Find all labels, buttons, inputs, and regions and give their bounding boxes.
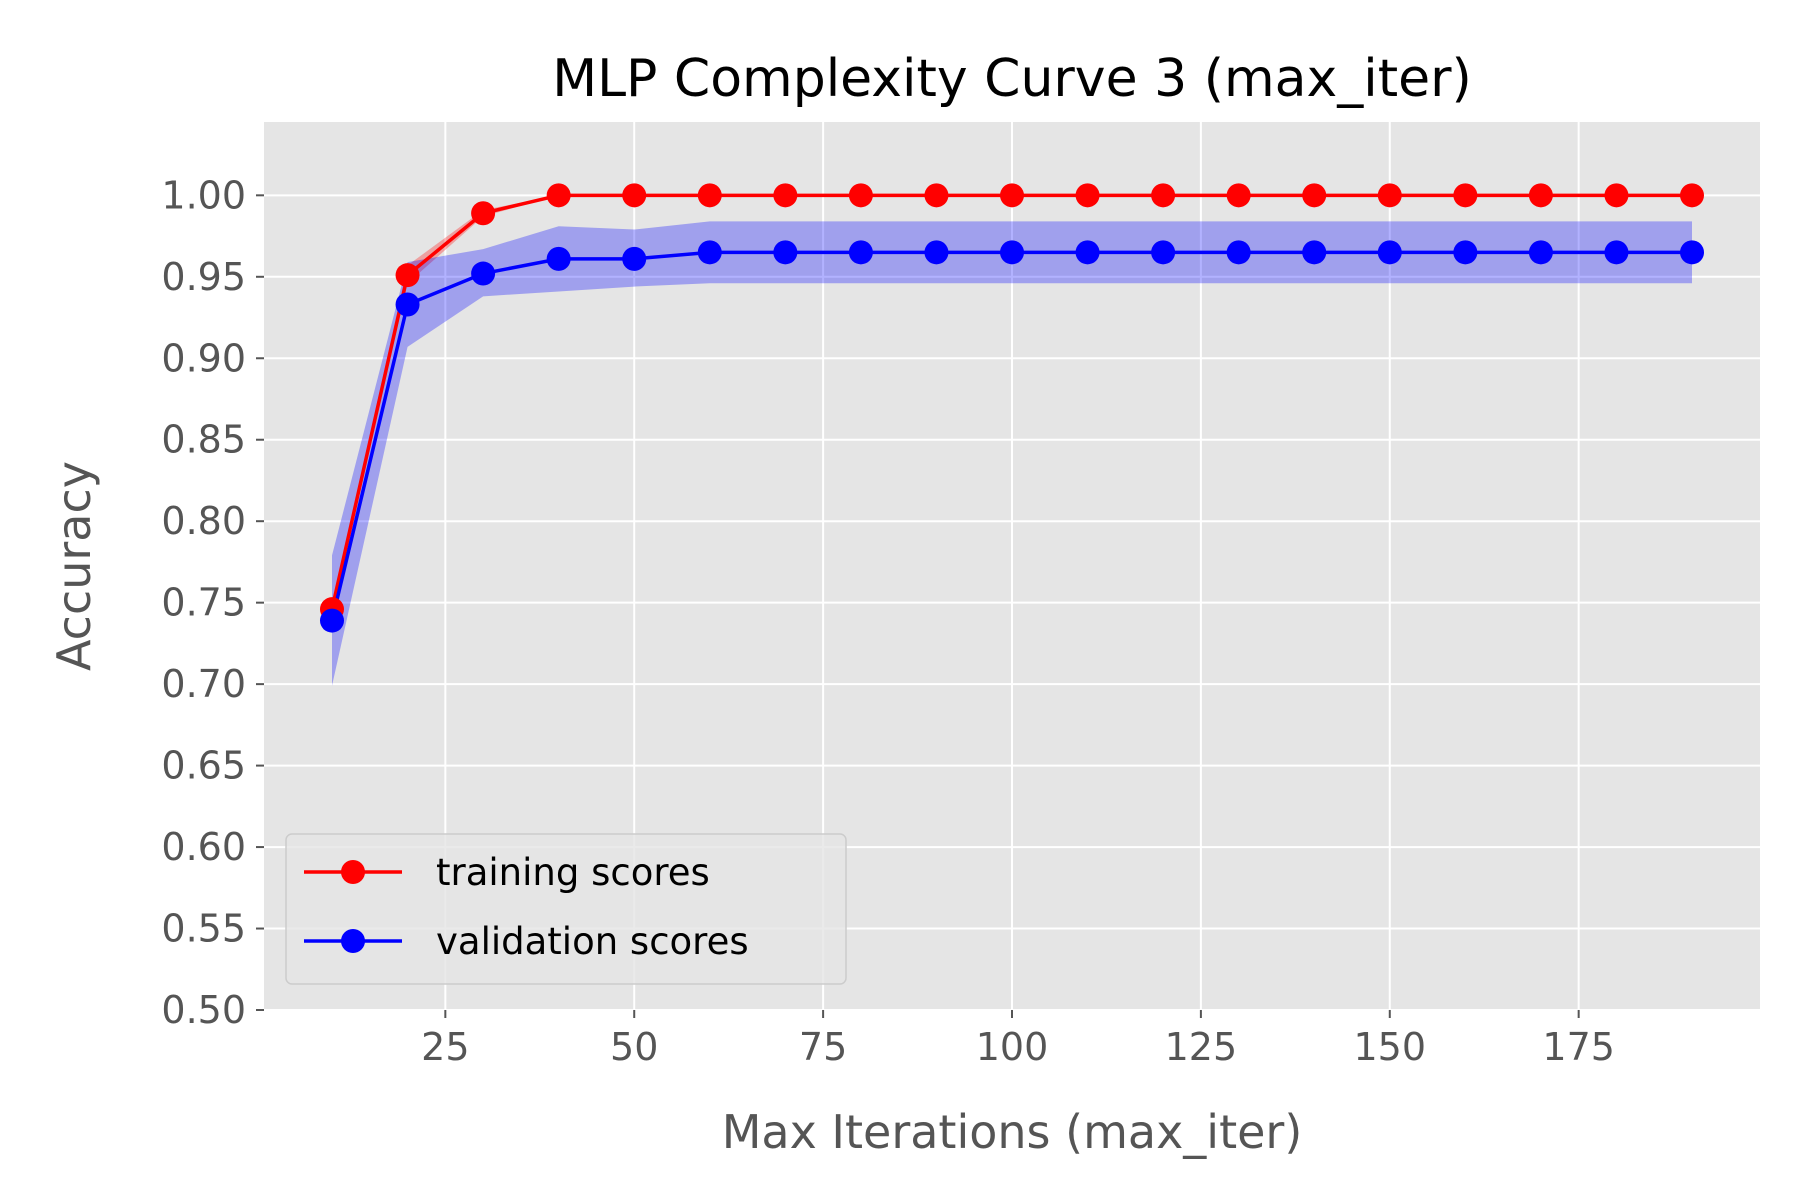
validation-point xyxy=(848,240,873,265)
y-tick-label: 1.00 xyxy=(161,173,246,217)
validation-point xyxy=(471,261,496,286)
y-tick-label: 0.75 xyxy=(161,581,246,625)
training-point xyxy=(1604,183,1629,208)
y-tick-label: 0.95 xyxy=(161,255,246,299)
validation-point xyxy=(320,608,344,633)
validation-point xyxy=(546,246,571,271)
legend-marker-validation xyxy=(341,929,365,953)
y-tick-label: 0.90 xyxy=(161,336,246,380)
x-tick-label: 75 xyxy=(799,1025,847,1069)
validation-point xyxy=(773,240,798,265)
validation-point xyxy=(1075,240,1100,265)
training-point xyxy=(1680,183,1704,208)
training-point xyxy=(924,183,949,208)
validation-point xyxy=(697,240,722,265)
validation-point xyxy=(1302,240,1327,265)
training-point xyxy=(1377,183,1402,208)
validation-band xyxy=(332,221,1692,686)
training-point xyxy=(395,263,420,288)
validation-point xyxy=(1453,240,1478,265)
training-point xyxy=(1453,183,1478,208)
validation-point xyxy=(1377,240,1402,265)
y-tick-label: 0.60 xyxy=(161,825,246,869)
y-axis-ticks: 0.50 0.55 0.60 0.65 0.70 0.75 0.80 0.85 0.90 0.95… xyxy=(161,173,264,1032)
y-tick-label: 0.65 xyxy=(161,744,246,788)
legend-box xyxy=(285,833,847,985)
training-point xyxy=(1151,183,1176,208)
training-point xyxy=(1000,183,1024,208)
training-point xyxy=(1075,183,1100,208)
legend: training scores validation scores xyxy=(285,833,847,985)
x-axis-ticks: 25 50 75 100 125 150 175 xyxy=(421,1010,1615,1069)
series-points xyxy=(320,183,1704,633)
validation-point xyxy=(395,292,420,317)
training-point xyxy=(773,183,798,208)
validation-point xyxy=(924,240,949,265)
training-point xyxy=(622,183,647,208)
y-tick-label: 0.55 xyxy=(161,907,246,951)
x-tick-label: 50 xyxy=(610,1025,658,1069)
training-point xyxy=(848,183,873,208)
y-axis-label: Accuracy xyxy=(47,461,101,671)
x-tick-label: 175 xyxy=(1542,1025,1615,1069)
confidence-bands xyxy=(332,195,1692,686)
x-tick-label: 125 xyxy=(1165,1025,1238,1069)
legend-marker-training xyxy=(341,860,365,884)
training-point xyxy=(1226,183,1251,208)
x-tick-label: 25 xyxy=(421,1025,469,1069)
x-tick-label: 150 xyxy=(1354,1025,1427,1069)
training-point xyxy=(1302,183,1327,208)
x-tick-label: 100 xyxy=(976,1025,1049,1069)
training-point xyxy=(1528,183,1553,208)
legend-label-validation: validation scores xyxy=(436,920,749,963)
y-tick-label: 0.80 xyxy=(161,499,246,543)
validation-point xyxy=(622,246,647,271)
training-point xyxy=(471,201,496,226)
legend-label-training: training scores xyxy=(436,851,710,894)
x-axis-label: Max Iterations (max_iter) xyxy=(722,1105,1303,1159)
training-point xyxy=(546,183,571,208)
y-tick-label: 0.70 xyxy=(161,662,246,706)
validation-point xyxy=(1680,240,1704,265)
validation-point xyxy=(1528,240,1553,265)
validation-point xyxy=(1604,240,1629,265)
validation-point xyxy=(1151,240,1176,265)
validation-point xyxy=(1226,240,1251,265)
y-tick-label: 0.85 xyxy=(161,418,246,462)
training-point xyxy=(697,183,722,208)
y-tick-label: 0.50 xyxy=(161,988,246,1032)
chart-title: MLP Complexity Curve 3 (max_iter) xyxy=(552,49,1472,109)
validation-point xyxy=(1000,240,1024,265)
